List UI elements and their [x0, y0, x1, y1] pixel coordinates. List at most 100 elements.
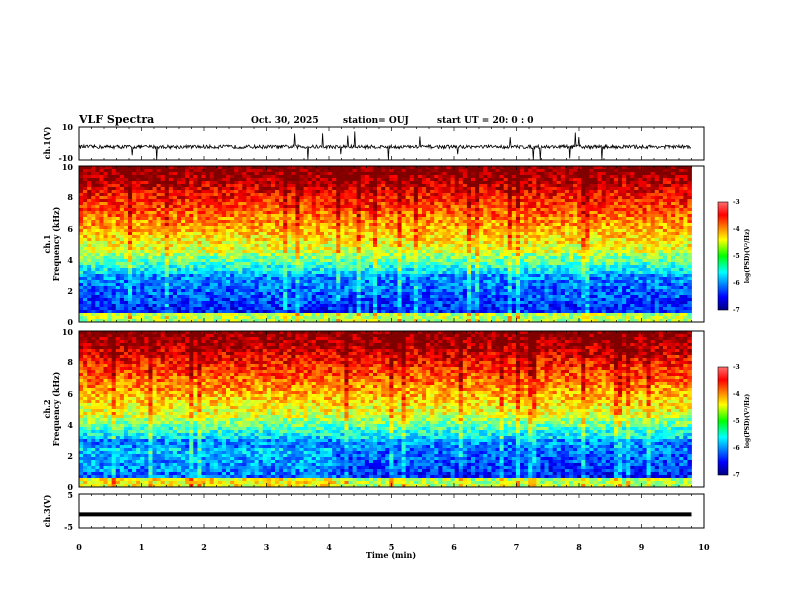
spectrogram-cell: [446, 247, 451, 251]
spectrogram-cell: [356, 178, 362, 182]
spectrogram-cell: [287, 283, 292, 287]
spectrogram-cell: [189, 181, 194, 185]
spectrogram-cell: [417, 241, 423, 245]
spectrogram-cell: [324, 319, 329, 323]
spectrogram-cell: [213, 277, 219, 281]
spectrogram-cell: [270, 166, 276, 170]
spectrogram-cell: [213, 199, 219, 203]
spectrogram-cell: [405, 280, 411, 284]
spectrogram-cell: [181, 238, 186, 242]
spectrogram-cell: [295, 277, 300, 281]
spectrogram-cell: [107, 253, 113, 257]
spectrogram-cell: [275, 274, 280, 278]
spectrogram-cell: [230, 310, 235, 314]
spectrogram-cell: [466, 193, 472, 197]
spectrogram-cell: [315, 259, 321, 263]
spectrogram-cell: [446, 280, 451, 284]
spectrogram-cell: [258, 283, 264, 287]
spectrogram-cell: [123, 289, 129, 293]
spectrogram-cell: [462, 232, 468, 236]
spectrogram-cell: [434, 202, 439, 206]
spectrogram-cell: [438, 316, 443, 320]
spectrogram-cell: [291, 172, 296, 176]
spectrogram-cell: [344, 241, 349, 245]
spectrogram-cell: [160, 274, 166, 278]
spectrogram-cell: [450, 214, 456, 218]
spectrogram-cell: [328, 247, 333, 251]
spectrogram-cell: [177, 172, 182, 176]
spectrogram-cell: [103, 223, 108, 227]
spectrogram-cell: [373, 310, 378, 314]
spectrogram-cell: [91, 316, 96, 320]
spectrogram-cell: [462, 181, 468, 185]
spectrogram-cell: [360, 169, 366, 173]
spectrogram-cell: [360, 286, 366, 290]
spectrogram-cell: [275, 301, 280, 305]
spectrogram-cell: [364, 310, 370, 314]
spectrogram-cell: [303, 181, 309, 185]
spectrogram-cell: [201, 208, 206, 212]
spectrogram-cell: [344, 196, 349, 200]
spectrogram-cell: [311, 169, 317, 173]
spectrogram-cell: [438, 187, 443, 191]
spectrogram-cell: [417, 247, 423, 251]
spectrogram-cell: [381, 187, 386, 191]
spectrogram-cell: [148, 274, 153, 278]
spectrogram-cell: [242, 244, 247, 248]
spectrogram-cell: [385, 268, 390, 272]
spectrogram-cell: [368, 217, 374, 221]
spectrogram-cell: [91, 202, 96, 206]
spectrogram-cell: [213, 283, 219, 287]
spectrogram-cell: [234, 301, 239, 305]
spectrogram-cell: [303, 289, 309, 293]
spectrogram-cell: [132, 277, 137, 281]
spectrogram-cell: [311, 190, 317, 194]
spectrogram-cell: [87, 247, 92, 251]
spectrogram-cell: [103, 178, 108, 182]
spectrogram-cell: [209, 295, 215, 299]
spectrogram-cell: [128, 307, 133, 311]
spectrogram-cell: [360, 196, 366, 200]
spectrogram-cell: [417, 280, 423, 284]
spectrogram-cell: [303, 271, 309, 275]
spectrogram-cell: [95, 202, 100, 206]
spectrogram-cell: [99, 193, 104, 197]
spectrogram-cell: [409, 316, 415, 320]
spectrogram-cell: [307, 268, 313, 272]
spectrogram-cell: [287, 169, 292, 173]
spectrogram-cell: [458, 226, 464, 230]
spectrogram-cell: [262, 172, 268, 176]
spectrogram-cell: [450, 178, 456, 182]
spectrogram-cell: [332, 241, 337, 245]
spectrogram-cell: [266, 238, 272, 242]
spectrogram-cell: [287, 229, 292, 233]
spectrogram-cell: [299, 199, 304, 203]
spectrogram-cell: [275, 277, 280, 281]
spectrogram-cell: [295, 253, 300, 257]
spectrogram-cell: [250, 184, 255, 188]
spectrogram-cell: [446, 202, 451, 206]
spectrogram-cell: [356, 205, 362, 209]
spectrogram-cell: [201, 223, 206, 227]
spectrogram-cell: [123, 178, 129, 182]
spectrogram-cell: [303, 229, 309, 233]
spectrogram-cell: [258, 193, 264, 197]
spectrogram-cell: [389, 223, 394, 227]
spectrogram-cell: [364, 172, 370, 176]
spectrogram-cell: [95, 286, 100, 290]
spectrogram-cell: [201, 232, 206, 236]
spectrogram-cell: [275, 313, 280, 317]
spectrogram-cell: [217, 202, 223, 206]
spectrogram-cell: [254, 298, 260, 302]
spectrogram-cell: [99, 235, 104, 239]
spectrogram-cell: [328, 169, 333, 173]
spectrogram-cell: [413, 223, 419, 227]
spectrogram-cell: [103, 199, 108, 203]
spectrogram-cell: [189, 313, 194, 317]
spectrogram-cell: [164, 265, 170, 269]
spectrogram-cell: [79, 211, 84, 215]
spectrogram-cell: [87, 310, 92, 314]
spectrogram-cell: [434, 184, 439, 188]
spectrogram-cell: [242, 217, 247, 221]
spectrogram-cell: [458, 184, 464, 188]
